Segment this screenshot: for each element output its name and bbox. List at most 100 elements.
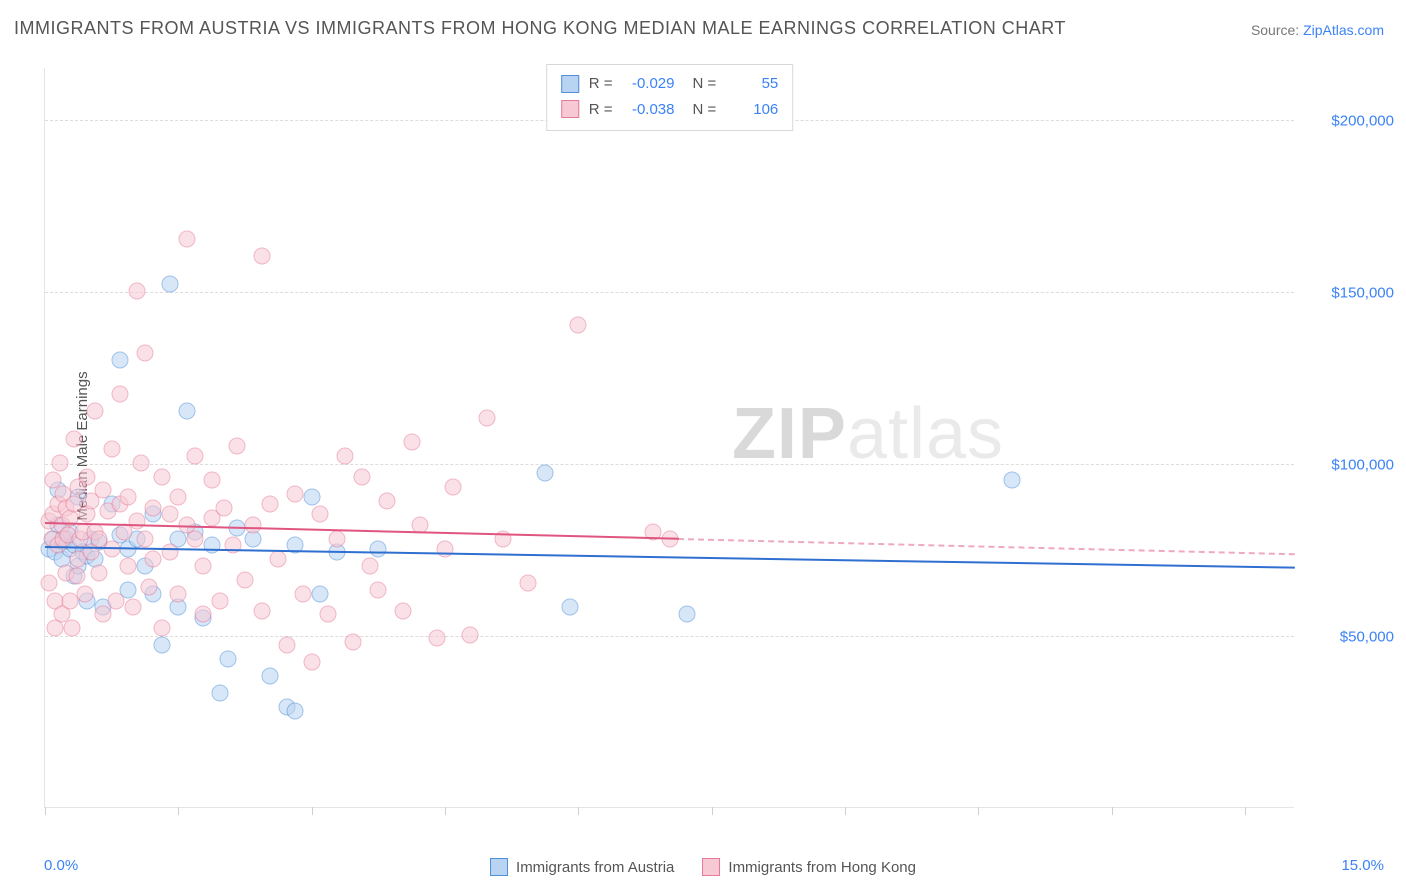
- x-tick: [312, 807, 313, 815]
- data-point: [78, 468, 95, 485]
- data-point: [195, 606, 212, 623]
- data-point: [378, 492, 395, 509]
- data-point: [170, 585, 187, 602]
- data-point: [237, 571, 254, 588]
- data-point: [68, 568, 85, 585]
- legend-swatch: [561, 100, 579, 118]
- data-point: [428, 630, 445, 647]
- data-point: [395, 602, 412, 619]
- data-point: [328, 530, 345, 547]
- data-point: [212, 685, 229, 702]
- data-point: [303, 654, 320, 671]
- data-point: [137, 530, 154, 547]
- x-tick: [178, 807, 179, 815]
- plot-area: ZIPatlas R =-0.029N =55R =-0.038N =106 $…: [44, 68, 1294, 808]
- data-point: [195, 558, 212, 575]
- data-point: [132, 454, 149, 471]
- stat-row: R =-0.029N =55: [561, 71, 779, 97]
- data-point: [170, 489, 187, 506]
- data-point: [107, 592, 124, 609]
- data-point: [437, 540, 454, 557]
- data-point: [91, 564, 108, 581]
- data-point: [570, 317, 587, 334]
- data-point: [112, 385, 129, 402]
- data-point: [162, 275, 179, 292]
- data-point: [520, 575, 537, 592]
- trend-line-extrapolated: [678, 538, 1295, 555]
- data-point: [112, 351, 129, 368]
- x-tick: [978, 807, 979, 815]
- data-point: [212, 592, 229, 609]
- data-point: [224, 537, 241, 554]
- data-point: [178, 231, 195, 248]
- y-tick-label: $100,000: [1304, 456, 1394, 473]
- legend-item: Immigrants from Austria: [490, 858, 674, 876]
- data-point: [120, 558, 137, 575]
- gridline: $50,000: [45, 636, 1294, 637]
- data-point: [262, 496, 279, 513]
- data-point: [103, 441, 120, 458]
- data-point: [145, 499, 162, 516]
- data-point: [295, 585, 312, 602]
- data-point: [162, 544, 179, 561]
- data-point: [124, 599, 141, 616]
- data-point: [63, 620, 80, 637]
- data-point: [162, 506, 179, 523]
- data-point: [141, 578, 158, 595]
- data-point: [478, 410, 495, 427]
- x-tick: [445, 807, 446, 815]
- legend-item: Immigrants from Hong Kong: [702, 858, 916, 876]
- data-point: [153, 620, 170, 637]
- data-point: [203, 537, 220, 554]
- data-point: [462, 626, 479, 643]
- legend-swatch: [561, 75, 579, 93]
- data-point: [87, 403, 104, 420]
- data-point: [187, 447, 204, 464]
- y-tick-label: $200,000: [1304, 112, 1394, 129]
- legend-label: Immigrants from Austria: [516, 859, 674, 876]
- data-point: [187, 530, 204, 547]
- data-point: [128, 282, 145, 299]
- x-tick: [45, 807, 46, 815]
- data-point: [95, 482, 112, 499]
- legend-label: Immigrants from Hong Kong: [728, 859, 916, 876]
- x-tick: [712, 807, 713, 815]
- data-point: [370, 582, 387, 599]
- data-point: [77, 585, 94, 602]
- x-tick: [1245, 807, 1246, 815]
- stat-row: R =-0.038N =106: [561, 97, 779, 123]
- data-point: [120, 489, 137, 506]
- legend-swatch: [490, 858, 508, 876]
- x-axis-min-label: 0.0%: [44, 857, 78, 874]
- data-point: [312, 506, 329, 523]
- y-tick-label: $150,000: [1304, 284, 1394, 301]
- gridline: $150,000: [45, 292, 1294, 293]
- data-point: [253, 602, 270, 619]
- x-axis-max-label: 15.0%: [1341, 857, 1384, 874]
- data-point: [562, 599, 579, 616]
- data-point: [145, 551, 162, 568]
- data-point: [370, 540, 387, 557]
- data-point: [137, 344, 154, 361]
- source-link[interactable]: ZipAtlas.com: [1303, 22, 1384, 38]
- data-point: [353, 468, 370, 485]
- data-point: [445, 478, 462, 495]
- data-point: [345, 633, 362, 650]
- legend-swatch: [702, 858, 720, 876]
- data-point: [403, 434, 420, 451]
- data-point: [153, 637, 170, 654]
- data-point: [287, 485, 304, 502]
- data-point: [337, 447, 354, 464]
- x-tick: [845, 807, 846, 815]
- data-point: [1003, 472, 1020, 489]
- data-point: [203, 472, 220, 489]
- data-point: [178, 403, 195, 420]
- data-point: [678, 606, 695, 623]
- data-point: [95, 606, 112, 623]
- data-point: [303, 489, 320, 506]
- bottom-legend: Immigrants from Austria Immigrants from H…: [490, 858, 916, 876]
- data-point: [320, 606, 337, 623]
- data-point: [262, 668, 279, 685]
- data-point: [537, 465, 554, 482]
- data-point: [245, 516, 262, 533]
